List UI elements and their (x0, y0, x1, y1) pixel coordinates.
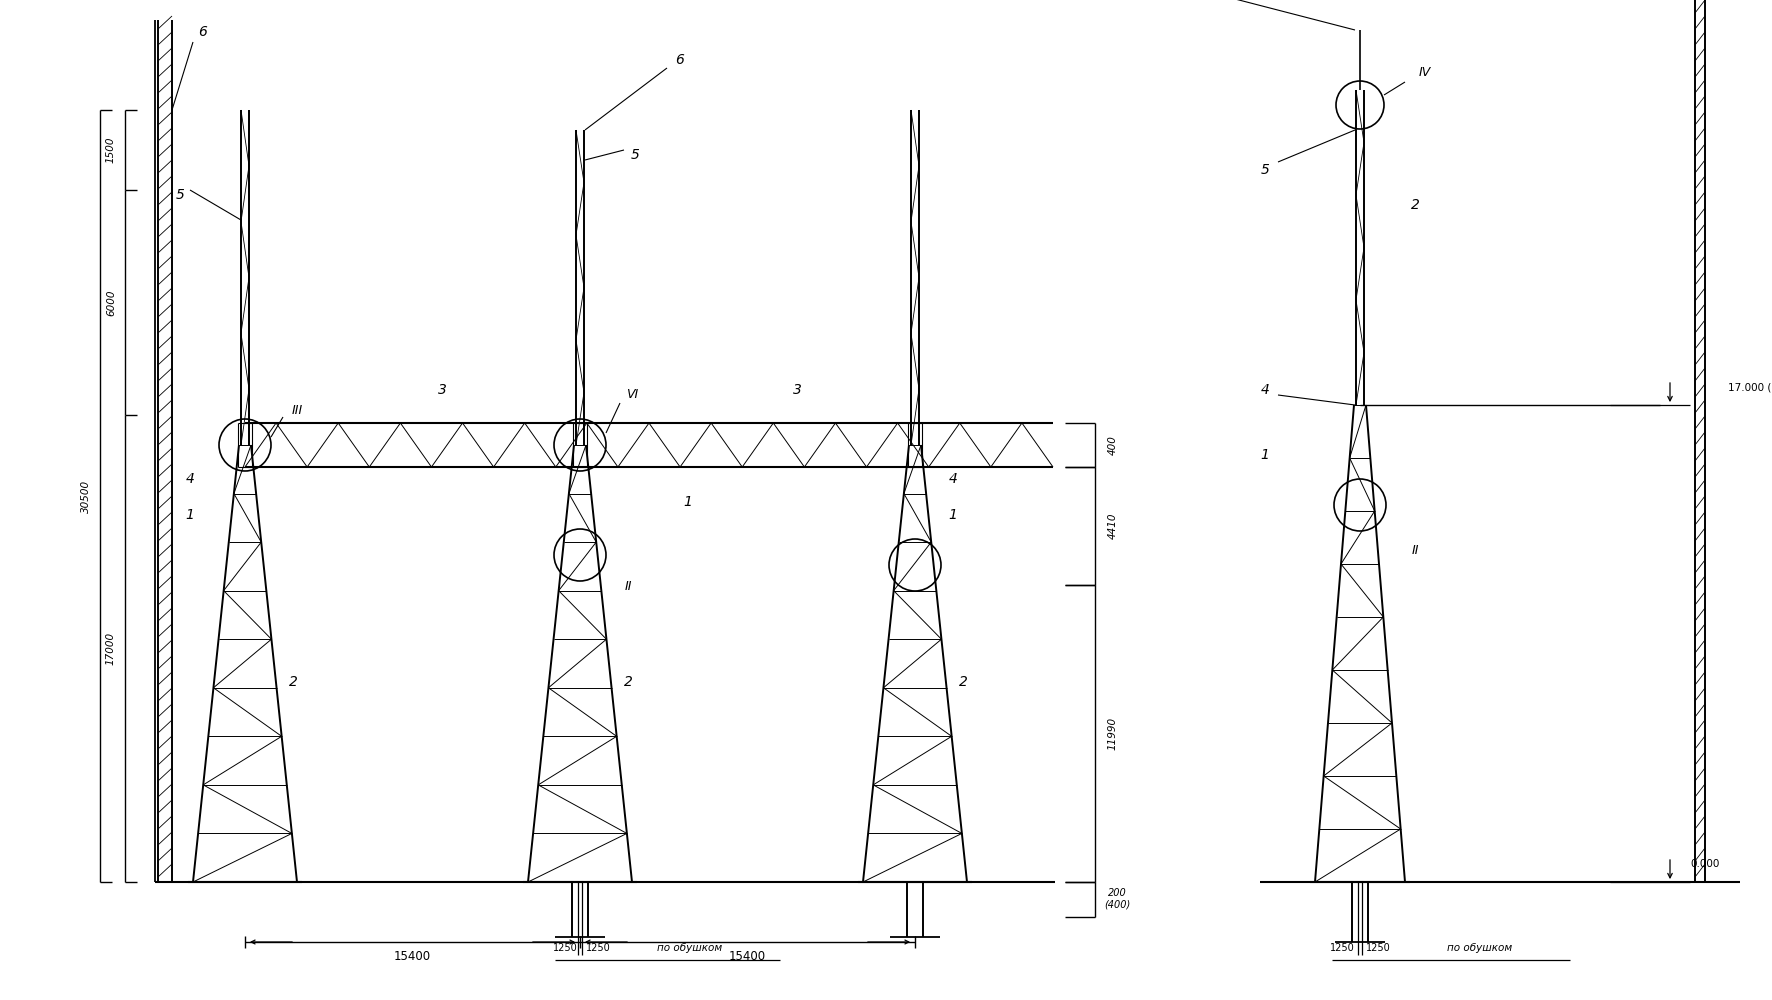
Text: 2: 2 (289, 675, 298, 689)
Text: 0.000: 0.000 (1690, 859, 1719, 869)
Text: 1: 1 (186, 508, 195, 522)
Text: 6000: 6000 (106, 289, 115, 316)
Text: 15400: 15400 (393, 950, 431, 962)
Text: 4: 4 (948, 472, 957, 486)
Text: 3: 3 (438, 383, 447, 397)
Text: 17000: 17000 (106, 632, 115, 665)
Text: 5: 5 (175, 188, 184, 202)
Text: 1250: 1250 (1329, 943, 1354, 953)
Text: по обушком: по обушком (1448, 943, 1513, 953)
Text: 3: 3 (794, 383, 803, 397)
Text: 30500: 30500 (82, 479, 90, 513)
Text: 5: 5 (1260, 163, 1269, 177)
Text: 1: 1 (1260, 448, 1269, 462)
Text: 1: 1 (682, 495, 691, 509)
Text: 2: 2 (959, 675, 968, 689)
Text: VI: VI (626, 388, 638, 401)
Text: 11990: 11990 (1108, 717, 1118, 750)
Text: IV: IV (1419, 66, 1432, 79)
Text: 2: 2 (1411, 198, 1419, 212)
Text: II: II (624, 580, 633, 593)
Text: 1250: 1250 (1366, 943, 1391, 953)
Text: по обушком: по обушком (657, 943, 723, 953)
Text: 4410: 4410 (1108, 513, 1118, 539)
Text: 17.000 (17.200): 17.000 (17.200) (1728, 382, 1772, 392)
Text: 6: 6 (198, 25, 207, 39)
Text: 1250: 1250 (585, 943, 610, 953)
Text: 200
(400): 200 (400) (1104, 888, 1131, 910)
Text: III: III (291, 403, 303, 416)
Text: 5: 5 (631, 148, 640, 162)
Text: 4: 4 (1260, 383, 1269, 397)
Text: 400: 400 (1108, 435, 1118, 455)
Text: 1: 1 (948, 508, 957, 522)
Text: 1250: 1250 (553, 943, 578, 953)
Text: 1500: 1500 (106, 137, 115, 163)
Text: II: II (1411, 544, 1419, 556)
Text: 2: 2 (624, 675, 633, 689)
Text: 15400: 15400 (728, 950, 766, 962)
Text: 6: 6 (675, 53, 684, 67)
Text: 4: 4 (186, 472, 195, 486)
